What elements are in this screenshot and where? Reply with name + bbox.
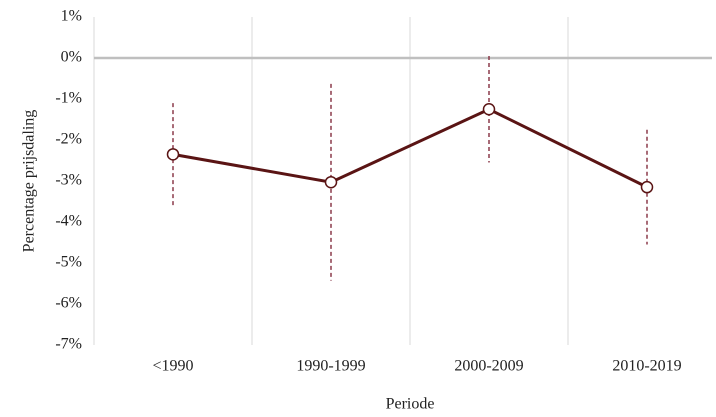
data-point bbox=[324, 175, 338, 189]
y-axis-label: Percentage prijsdaling bbox=[21, 110, 38, 253]
x-tick-label: 2010-2019 bbox=[612, 358, 681, 375]
y-tick-label: -7% bbox=[55, 336, 82, 353]
x-axis-label: Periode bbox=[386, 396, 435, 413]
y-tick-label: -3% bbox=[55, 172, 82, 189]
y-tick-label: -1% bbox=[55, 90, 82, 107]
data-point bbox=[640, 180, 654, 194]
y-tick-label: 1% bbox=[61, 8, 82, 25]
data-point bbox=[166, 148, 180, 161]
x-tick-label: <1990 bbox=[152, 358, 193, 375]
y-tick-label: -6% bbox=[55, 295, 82, 312]
y-tick-label: -2% bbox=[55, 131, 82, 148]
y-tick-label: 0% bbox=[61, 49, 82, 66]
x-tick-label: 1990-1999 bbox=[296, 358, 365, 375]
x-tick-label: 2000-2009 bbox=[454, 358, 523, 375]
y-tick-label: -5% bbox=[55, 254, 82, 271]
data-point bbox=[482, 103, 496, 116]
data-line bbox=[172, 107, 648, 189]
y-tick-label: -4% bbox=[55, 213, 82, 230]
